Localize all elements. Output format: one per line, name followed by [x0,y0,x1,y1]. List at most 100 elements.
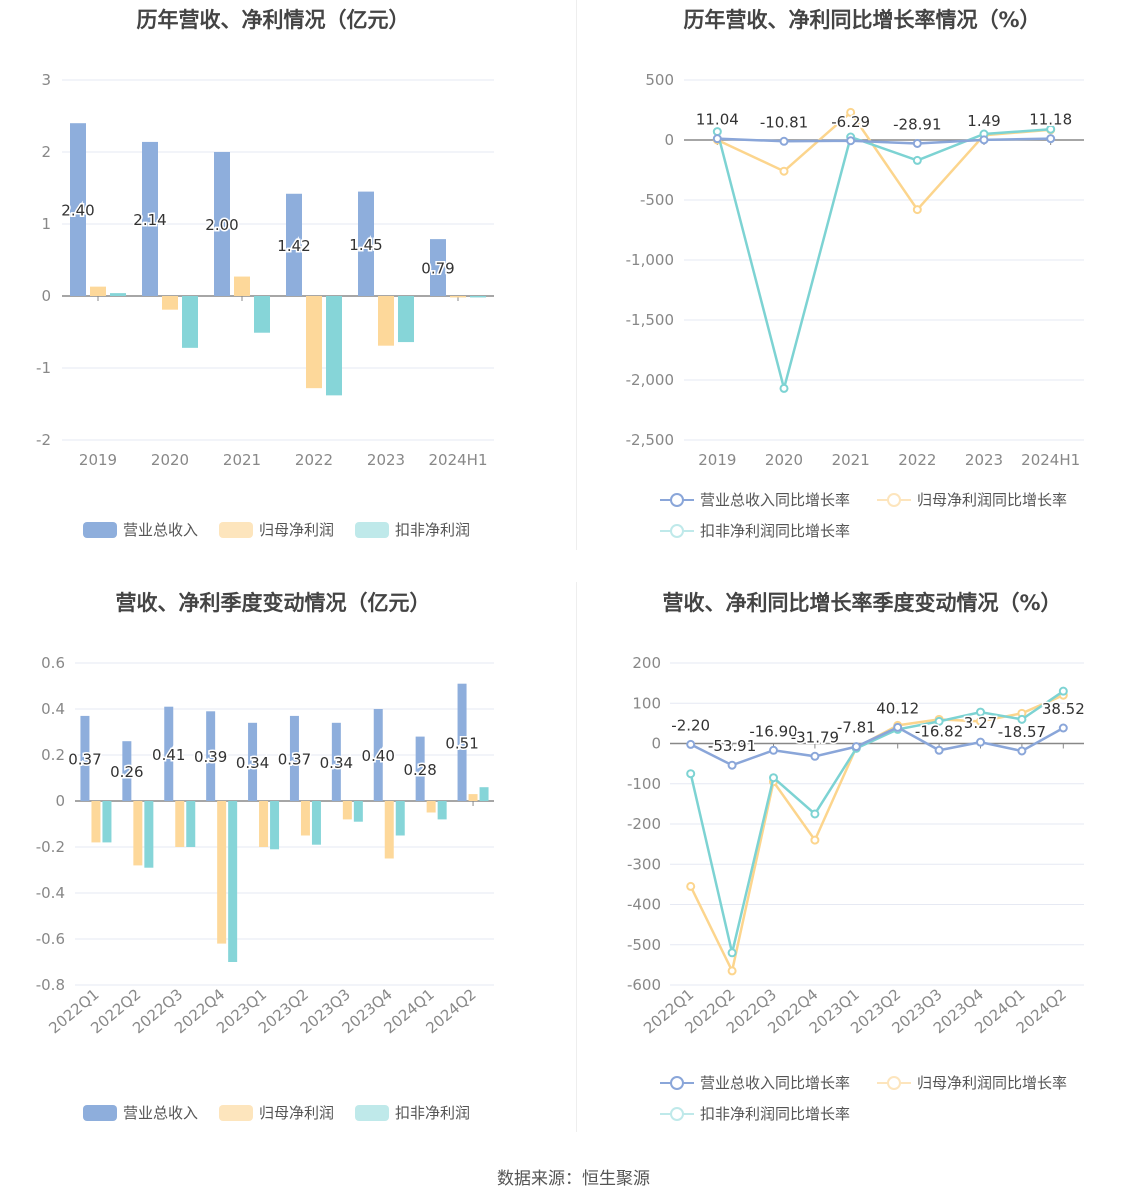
bar-net-profit [426,801,436,813]
y-tick-label: -200 [627,815,661,833]
bar-deducted-profit [398,296,414,343]
y-tick-label: -1,500 [626,311,674,329]
bar-value-label: 0.39 [194,748,227,766]
bar-revenue [122,741,132,801]
point-value-label: -53.91 [708,737,756,755]
point-revenue [912,138,922,148]
bar-deducted-profit [228,801,238,962]
line-deducted-profit [716,127,1051,394]
bar-net-profit [378,296,394,346]
x-tick-label: 2021 [832,451,870,469]
legend-item-net-growth[interactable]: 归母净利润同比增长率 [877,489,1067,510]
y-tick-label: -600 [627,976,661,994]
bar-value-label: 0.34 [236,754,269,772]
bar-revenue [331,722,341,801]
point-deducted-profit [1058,686,1068,696]
y-tick-label: -2,000 [626,371,674,389]
point-revenue [810,751,820,761]
x-tick-label: 2019 [79,451,117,469]
bar-net-profit [217,801,227,944]
bar-deducted-profit [182,296,198,348]
point-value-label: 11.04 [696,111,739,129]
x-tick-label: 2022 [295,451,333,469]
bar-value-label: 2.14 [133,211,166,229]
legend-swatch-deducted-profit [355,1104,389,1121]
bar-net-profit [133,801,143,866]
point-revenue [893,722,903,732]
bar-deducted-profit [395,801,405,836]
panel-divider-top [576,0,577,550]
y-tick-label: 2 [41,143,51,161]
point-deducted-profit [810,809,820,819]
legend-swatch-deducted-growth [660,523,694,539]
point-value-label: -7.81 [837,719,876,737]
y-tick-label: 0 [651,735,661,753]
bar-deducted-profit [470,296,486,298]
point-value-label: 1.49 [967,112,1000,130]
point-revenue [979,135,989,145]
legend-item-deducted-profit[interactable]: 扣非净利润 [355,1102,470,1123]
bar-revenue [206,711,216,801]
y-tick-label: 0 [664,131,674,149]
legend-label: 营业总收入同比增长率 [700,491,851,509]
chart-title-quarterly-growth: 营收、净利同比增长率季度变动情况（%） [662,591,1062,615]
y-tick-label: 200 [632,654,661,672]
bar-net-profit [91,801,101,843]
legend-label: 扣非净利润 [395,1104,471,1122]
bar-revenue [415,736,425,801]
point-value-label: 40.12 [876,699,919,717]
y-tick-label: -500 [627,936,661,954]
y-tick-label: -0.4 [36,884,65,902]
legend-item-net-growth[interactable]: 归母净利润同比增长率 [877,1072,1067,1093]
y-tick-label: -1 [36,359,51,377]
legend-item-revenue-growth[interactable]: 营业总收入同比增长率 [660,1072,850,1093]
legend-swatch-net-growth [877,492,911,508]
bar-revenue [430,239,446,296]
legend-item-net-profit[interactable]: 归母净利润 [219,1102,334,1123]
legend-item-revenue[interactable]: 营业总收入 [83,519,198,540]
x-tick-label: 2020 [151,451,189,469]
legend-label: 营业总收入 [123,521,199,539]
bar-net-profit [90,286,106,296]
bar-value-label: 0.26 [110,763,143,781]
legend-item-deducted-profit[interactable]: 扣非净利润 [355,519,470,540]
point-revenue [934,745,944,755]
legend-item-net-profit[interactable]: 归母净利润 [219,519,334,540]
legend-item-deducted-growth[interactable]: 扣非净利润同比增长率 [660,1103,850,1124]
legend-swatch-net-growth [877,1075,911,1091]
x-tick-label: 2023 [965,451,1003,469]
bar-value-label: 1.42 [277,237,310,255]
y-tick-label: 0 [55,792,65,810]
point-deducted-profit [976,707,985,717]
point-deducted-profit [727,948,737,958]
bar-net-profit [175,801,185,847]
legend-swatch-revenue-growth [660,1075,694,1091]
bar-net-profit [306,296,322,389]
legend-item-revenue-growth[interactable]: 营业总收入同比增长率 [660,489,850,510]
legend-item-deducted-growth[interactable]: 扣非净利润同比增长率 [660,520,850,541]
point-value-label: -16.82 [915,722,963,740]
x-tick-label: 2023 [367,451,405,469]
bar-net-profit [384,801,394,859]
bar-net-profit [342,801,352,820]
y-tick-label: 1 [41,215,51,233]
chart-1: 3 2 1 0 -1 -2 2019 2020 2021 2022 2023 2024H1 2.40 2.… [36,71,494,469]
legend-label: 扣非净利润 [395,521,471,539]
y-tick-label: -0.6 [36,930,65,948]
data-source-footer: 数据来源：恒生聚源 [497,1169,650,1189]
bar-deducted-profit [353,801,363,822]
legend-swatch-revenue [83,1104,117,1121]
point-net-profit [779,166,789,176]
point-value-label: -18.57 [998,723,1046,741]
legend-label: 扣非净利润同比增长率 [700,1105,851,1123]
legend-item-revenue[interactable]: 营业总收入 [83,1102,198,1123]
point-net-profit [810,835,820,845]
y-tick-label: -2 [36,431,51,449]
chart-title-annual-growth: 历年营收、净利同比增长率情况（%） [683,8,1041,32]
x-tick-label: 2024H1 [429,451,488,469]
point-revenue [1058,723,1068,733]
y-tick-label: 0.2 [41,746,65,764]
point-deducted-profit [934,716,944,726]
point-value-label: -16.90 [749,722,797,740]
bar-revenue [248,722,258,801]
